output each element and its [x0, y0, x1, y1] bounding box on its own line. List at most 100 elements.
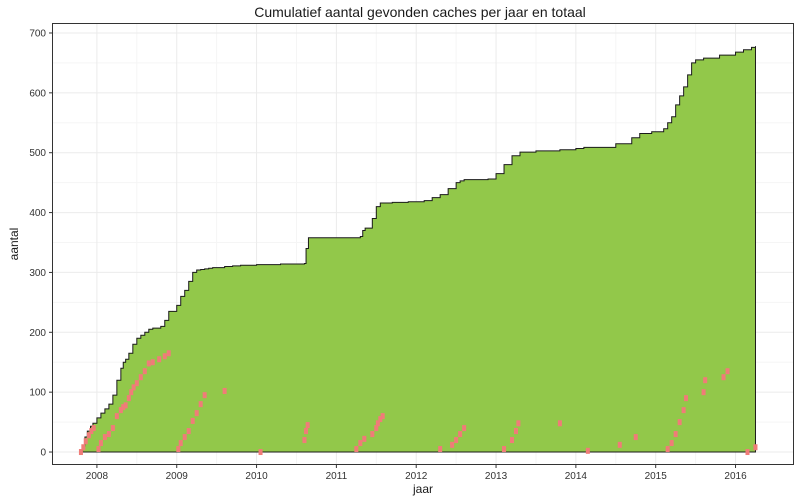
data-point: [438, 446, 443, 453]
data-point: [78, 449, 83, 456]
data-point: [681, 407, 686, 414]
data-point: [458, 431, 463, 438]
data-point: [753, 444, 758, 451]
data-point: [358, 440, 363, 447]
data-point: [138, 374, 143, 381]
y-tick-label: 700: [29, 28, 46, 39]
data-point: [157, 356, 162, 363]
data-point: [121, 404, 126, 411]
data-point: [305, 422, 310, 429]
data-point: [370, 431, 375, 438]
x-tick-label: 2010: [245, 471, 268, 482]
data-point: [362, 435, 367, 442]
data-point: [258, 449, 263, 456]
data-point: [129, 389, 134, 396]
data-point: [202, 392, 207, 399]
y-tick-label: 0: [40, 448, 46, 459]
data-point: [186, 428, 191, 435]
x-tick-label: 2012: [405, 471, 428, 482]
data-point: [513, 428, 518, 435]
data-point: [617, 441, 622, 448]
x-tick-label: 2008: [86, 471, 109, 482]
chart-title: Cumulatief aantal gevonden caches per ja…: [254, 4, 586, 20]
x-axis-title: jaar: [412, 482, 433, 496]
data-point: [665, 446, 670, 453]
data-point: [378, 416, 383, 423]
y-tick-label: 400: [29, 208, 46, 219]
per-year-points: [78, 350, 758, 456]
data-point: [510, 437, 515, 444]
data-point: [669, 440, 674, 447]
data-point: [86, 432, 91, 439]
data-point: [677, 419, 682, 426]
data-point: [198, 401, 203, 408]
data-point: [96, 446, 101, 453]
data-point: [126, 395, 131, 402]
data-point: [106, 431, 111, 438]
data-point: [354, 446, 359, 453]
data-point: [194, 410, 199, 417]
data-point: [380, 413, 385, 420]
y-axis: 0 100 200 300 400 500 600 700: [29, 28, 53, 459]
y-tick-label: 100: [29, 388, 46, 399]
data-point: [222, 387, 227, 394]
data-point: [721, 374, 726, 381]
data-point: [123, 402, 128, 409]
data-point: [98, 440, 103, 447]
data-point: [375, 420, 380, 427]
y-tick-label: 500: [29, 148, 46, 159]
y-tick-label: 200: [29, 328, 46, 339]
data-point: [146, 360, 151, 367]
panel-border: [52, 23, 794, 465]
x-tick-label: 2009: [166, 471, 189, 482]
data-point: [673, 431, 678, 438]
data-point: [701, 389, 706, 396]
x-tick-label: 2016: [724, 471, 747, 482]
data-point: [516, 420, 521, 427]
data-point: [684, 395, 689, 402]
y-axis-title: aantal: [7, 228, 21, 261]
data-point: [131, 384, 136, 391]
data-point: [745, 449, 750, 456]
data-point: [114, 413, 119, 420]
data-point: [102, 434, 107, 441]
data-point: [91, 425, 96, 432]
x-tick-label: 2014: [565, 471, 588, 482]
data-point: [557, 420, 562, 427]
data-point: [454, 437, 459, 444]
y-tick-label: 600: [29, 88, 46, 99]
data-point: [150, 359, 155, 366]
data-point: [182, 434, 187, 441]
data-point: [176, 446, 181, 453]
data-point: [83, 438, 88, 445]
data-point: [166, 350, 171, 357]
data-point: [190, 417, 195, 424]
x-tick-label: 2015: [645, 471, 668, 482]
data-point: [703, 377, 708, 384]
x-tick-label: 2011: [326, 471, 348, 482]
data-point: [450, 441, 455, 448]
x-axis: 2008 2009 2010 2011 2012 2013 2014 2015 2016: [86, 464, 747, 482]
cumulative-area: [80, 46, 756, 453]
data-point: [374, 425, 379, 432]
data-point: [81, 444, 86, 451]
data-point: [502, 446, 507, 453]
data-point: [134, 380, 139, 387]
data-point: [304, 428, 309, 435]
x-tick-label: 2013: [485, 471, 508, 482]
area-fill: [80, 46, 756, 453]
data-point: [462, 425, 467, 432]
data-point: [725, 368, 730, 375]
data-point: [178, 440, 183, 447]
data-point: [162, 353, 167, 360]
area-outline: [80, 46, 756, 453]
data-point: [302, 437, 307, 444]
data-point: [89, 428, 94, 435]
data-point: [633, 434, 638, 441]
data-point: [118, 407, 123, 414]
data-point: [110, 425, 115, 432]
data-point: [142, 368, 147, 375]
data-point: [585, 447, 590, 454]
y-tick-label: 300: [29, 268, 46, 279]
